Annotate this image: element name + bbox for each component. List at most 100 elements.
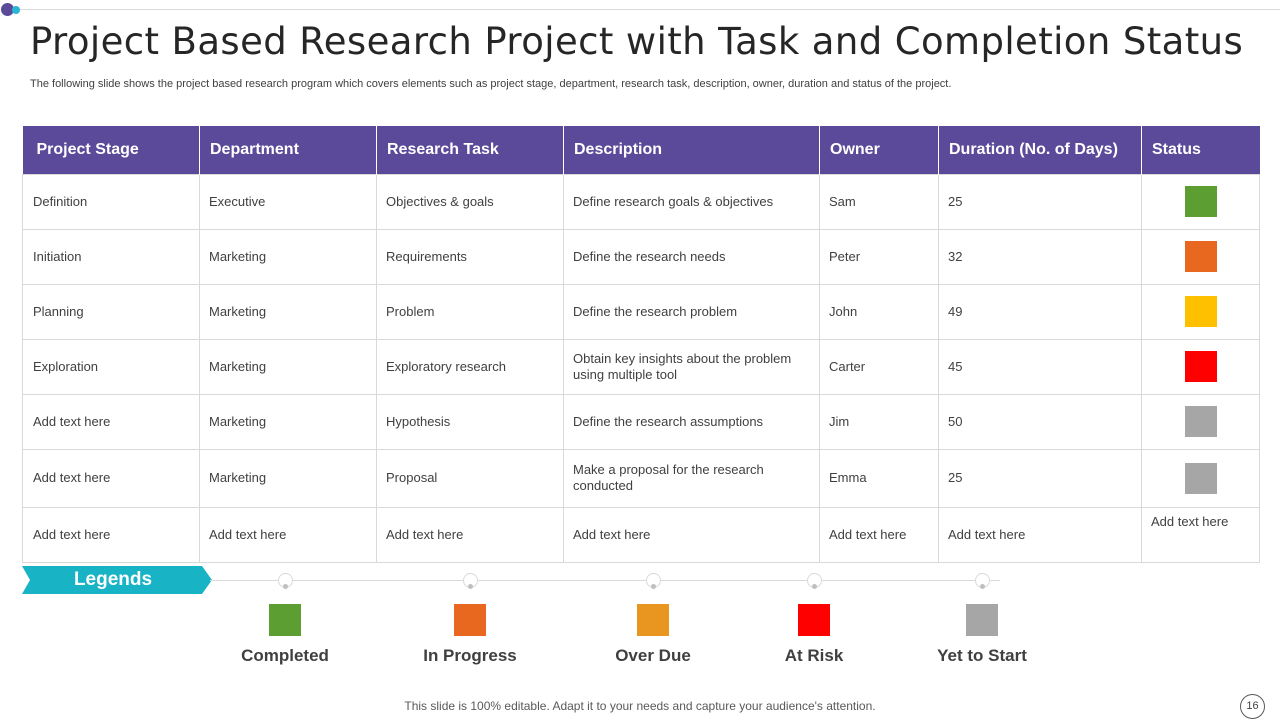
cell-stage: Add text here: [22, 506, 200, 563]
header-project-stage: Project Stage: [22, 126, 200, 174]
footer-note: This slide is 100% editable. Adapt it to…: [404, 699, 876, 713]
cell-description: Define the research needs: [563, 228, 820, 285]
cell-department: Executive: [199, 173, 377, 230]
cell-description: Define the research problem: [563, 283, 820, 340]
cell-status: [1141, 283, 1260, 340]
header-owner: Owner: [819, 126, 939, 174]
cell-duration: 49: [938, 283, 1142, 340]
legend-label: At Risk: [784, 646, 844, 665]
legend-swatch: [454, 604, 486, 636]
cell-department: Add text here: [199, 506, 377, 563]
cell-owner: Peter: [819, 228, 939, 285]
cell-stage: Definition: [22, 173, 200, 230]
legend-swatch: [637, 604, 669, 636]
cell-status: [1141, 173, 1260, 230]
cell-status: [1141, 448, 1260, 508]
legend-swatch: [966, 604, 998, 636]
top-rule: [14, 9, 1280, 10]
cell-description: Define research goals & objectives: [563, 173, 820, 230]
legend-item-completed: Completed: [205, 573, 365, 673]
cell-owner: Add text here: [819, 506, 939, 563]
legend-swatch: [798, 604, 830, 636]
cell-task: Exploratory research: [376, 338, 564, 395]
legend-node: [646, 573, 661, 589]
cell-stage: Initiation: [22, 228, 200, 285]
cell-status: [1141, 393, 1260, 450]
legend-node: [463, 573, 478, 589]
cell-task: Hypothesis: [376, 393, 564, 450]
table-row: Definition Executive Objectives & goals …: [22, 173, 1260, 230]
status-swatch: [1184, 406, 1217, 437]
cell-department: Marketing: [199, 448, 377, 508]
legend-label: Completed: [241, 646, 329, 665]
table-row: Exploration Marketing Exploratory resear…: [22, 338, 1260, 395]
legend-label: In Progress: [423, 646, 517, 665]
page-title: Project Based Research Project with Task…: [30, 20, 1244, 63]
cell-task: Objectives & goals: [376, 173, 564, 230]
cell-duration: 32: [938, 228, 1142, 285]
legend-item-over-due: Over Due: [573, 573, 733, 673]
cell-status: [1141, 338, 1260, 395]
cell-status: [1141, 228, 1260, 285]
cell-stage: Add text here: [22, 393, 200, 450]
cell-duration: 25: [938, 173, 1142, 230]
cell-department: Marketing: [199, 338, 377, 395]
legend-node: [278, 573, 293, 589]
cell-owner: Jim: [819, 393, 939, 450]
cell-duration: Add text here: [938, 506, 1142, 563]
cell-stage: Exploration: [22, 338, 200, 395]
cell-task: Proposal: [376, 448, 564, 508]
table-row: Add text here Marketing Proposal Make a …: [22, 448, 1260, 508]
legend-title: Legends: [73, 569, 153, 590]
cell-duration: 25: [938, 448, 1142, 508]
table-row: Add text here Marketing Hypothesis Defin…: [22, 393, 1260, 450]
legend-label: Yet to Start: [937, 646, 1027, 665]
table-row: Add text here Add text here Add text her…: [22, 506, 1260, 563]
legend-tag-arrow: [22, 566, 212, 594]
legend-swatch: [269, 604, 301, 636]
page-number: 16: [1240, 694, 1265, 719]
cell-status-text: Add text here: [1141, 506, 1260, 563]
cell-department: Marketing: [199, 393, 377, 450]
header-research-task: Research Task: [376, 126, 564, 174]
cell-owner: Emma: [819, 448, 939, 508]
header-description: Description: [563, 126, 820, 174]
legend-connector-line: [210, 580, 1000, 581]
cell-department: Marketing: [199, 228, 377, 285]
status-swatch: [1184, 351, 1217, 382]
status-swatch: [1184, 462, 1217, 494]
cell-description: Make a proposal for the research conduct…: [563, 448, 820, 508]
cell-owner: Carter: [819, 338, 939, 395]
status-swatch: [1184, 241, 1217, 272]
decor-dot-teal: [12, 6, 20, 14]
cell-description: Obtain key insights about the problem us…: [563, 338, 820, 395]
legend-item-yet-to-start: Yet to Start: [902, 573, 1062, 673]
cell-duration: 50: [938, 393, 1142, 450]
status-swatch: [1184, 186, 1217, 217]
cell-stage: Add text here: [22, 448, 200, 508]
research-table: Project Stage Department Research Task D…: [22, 126, 1260, 563]
cell-task: Problem: [376, 283, 564, 340]
cell-duration: 45: [938, 338, 1142, 395]
legend-item-at-risk: At Risk: [734, 573, 894, 673]
status-swatch: [1184, 296, 1217, 327]
table-header-row: Project Stage Department Research Task D…: [22, 126, 1260, 174]
cell-task: Requirements: [376, 228, 564, 285]
cell-department: Marketing: [199, 283, 377, 340]
cell-description: Add text here: [563, 506, 820, 563]
cell-description: Define the research assumptions: [563, 393, 820, 450]
legend-node: [975, 573, 990, 589]
table-row: Planning Marketing Problem Define the re…: [22, 283, 1260, 340]
legend-tag: Legends: [22, 566, 212, 594]
legend-node: [807, 573, 822, 589]
decor-dot-purple: [1, 3, 14, 16]
header-department: Department: [199, 126, 377, 174]
cell-owner: Sam: [819, 173, 939, 230]
page-subtitle: The following slide shows the project ba…: [30, 78, 952, 90]
header-duration: Duration (No. of Days): [938, 126, 1142, 174]
cell-task: Add text here: [376, 506, 564, 563]
table-row: Initiation Marketing Requirements Define…: [22, 228, 1260, 285]
cell-stage: Planning: [22, 283, 200, 340]
legend-item-in-progress: In Progress: [390, 573, 550, 673]
cell-owner: John: [819, 283, 939, 340]
